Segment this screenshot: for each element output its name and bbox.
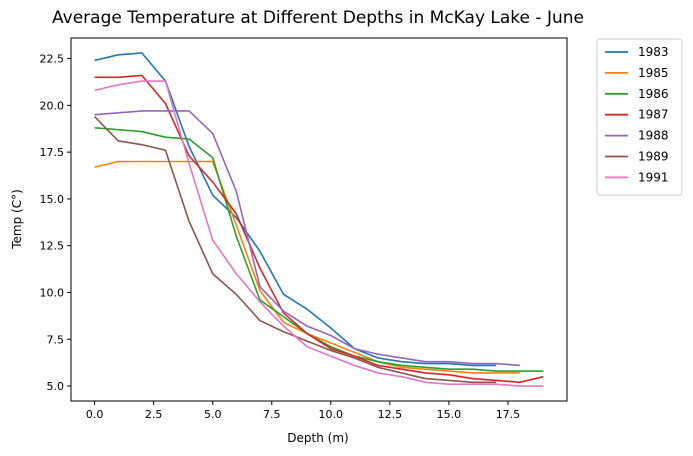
y-tick-label: 17.5: [40, 146, 65, 159]
y-axis-label: Temp (C°): [10, 189, 24, 250]
y-tick-label: 20.0: [40, 99, 65, 112]
y-tick-label: 5.0: [47, 380, 65, 393]
x-tick-label: 5.0: [204, 408, 222, 421]
x-tick-label: 2.5: [145, 408, 163, 421]
x-axis-ticks: 0.0 2.5 5.0 7.5 10.0 12.5 15.0 17.5: [86, 401, 520, 421]
legend-label-1988: 1988: [638, 129, 669, 143]
legend-label-1989: 1989: [638, 150, 669, 164]
plot-frame: [70, 37, 568, 402]
x-tick-label: 0.0: [86, 408, 104, 421]
series-line-1987: [94, 74, 544, 384]
y-tick-label: 22.5: [40, 53, 65, 66]
x-tick-label: 10.0: [319, 408, 344, 421]
y-tick-label: 12.5: [40, 240, 65, 253]
x-tick-label: 12.5: [378, 408, 403, 421]
plot-lines: [94, 52, 544, 387]
chart-title: Average Temperature at Different Depths …: [52, 8, 584, 28]
y-tick-label: 10.0: [40, 286, 65, 299]
legend-label-1991: 1991: [638, 170, 669, 184]
legend-label-1986: 1986: [638, 87, 669, 101]
legend: 1983 1985 1986 1987 1988 1989 1991: [596, 38, 683, 196]
y-tick-label: 15.0: [40, 193, 65, 206]
x-tick-label: 17.5: [496, 408, 521, 421]
x-axis-label: Depth (m): [287, 431, 348, 445]
y-axis-ticks: 5.0 7.5 10.0 12.5 15.0 17.5 20.0 22.5: [40, 53, 71, 393]
legend-label-1983: 1983: [638, 45, 669, 59]
series-line-1989: [94, 116, 497, 384]
x-tick-label: 15.0: [437, 408, 462, 421]
legend-label-1985: 1985: [638, 66, 669, 80]
legend-label-1987: 1987: [638, 108, 669, 122]
y-tick-label: 7.5: [47, 333, 65, 346]
x-tick-label: 7.5: [263, 408, 281, 421]
series-line-1986: [94, 127, 544, 372]
series-line-1983: [94, 52, 497, 367]
series-line-1988: [94, 110, 520, 367]
series-line-1991: [94, 80, 544, 387]
